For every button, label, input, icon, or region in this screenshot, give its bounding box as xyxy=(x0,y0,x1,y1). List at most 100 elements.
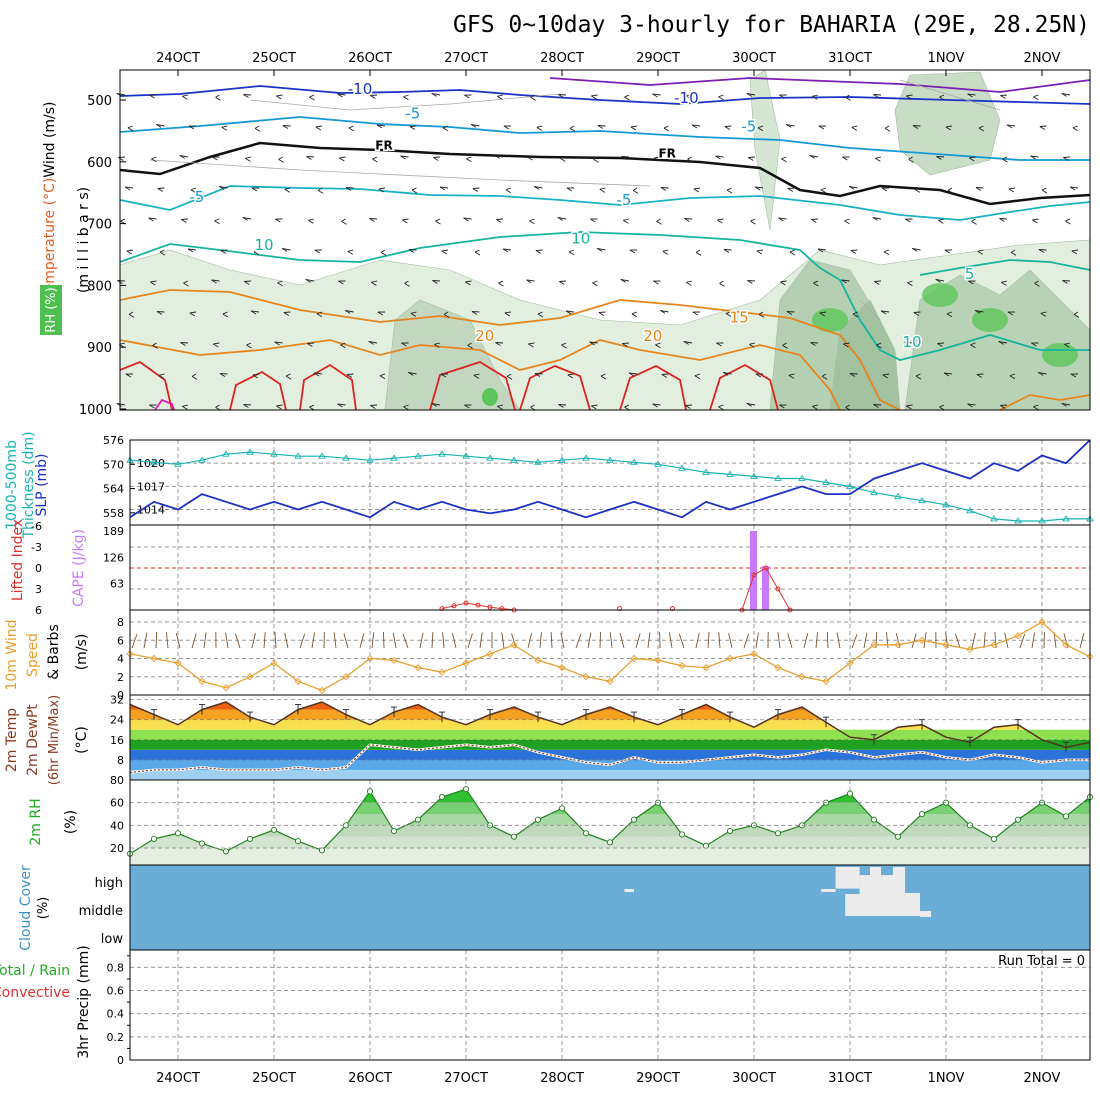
thickness-point xyxy=(798,474,806,481)
wind-barb xyxy=(243,94,249,98)
wind-barb xyxy=(655,342,661,346)
wind-barb xyxy=(668,632,673,649)
wind-barb xyxy=(628,372,638,375)
wind-barb xyxy=(467,344,473,349)
wind-barb xyxy=(443,313,450,318)
wind-barb xyxy=(346,373,354,375)
wind-barb xyxy=(812,95,818,100)
lifted-index-point xyxy=(439,606,445,612)
wind-barb xyxy=(782,342,787,346)
wind-barb xyxy=(685,404,693,406)
wind-barb xyxy=(165,632,169,649)
wind-barb xyxy=(219,185,228,189)
wind-barb xyxy=(994,632,997,649)
thickness-point xyxy=(918,496,926,504)
wind-barb xyxy=(567,373,575,376)
date-tick: 25OCT xyxy=(252,51,296,66)
wind-barb xyxy=(719,282,725,287)
temp-band xyxy=(130,729,1090,740)
wind-barb xyxy=(843,343,849,348)
wind-barb xyxy=(946,311,953,315)
wind-barb xyxy=(652,403,658,408)
thickness-point xyxy=(366,456,374,463)
date-tick: 1NOV xyxy=(928,51,965,66)
wind-speed-point xyxy=(558,663,566,672)
temperature-contour xyxy=(119,289,901,411)
wind-barb xyxy=(629,249,636,254)
wind-barb xyxy=(686,280,693,283)
wind-barb xyxy=(212,156,218,161)
wind-barb xyxy=(813,280,819,284)
thickness-point xyxy=(246,448,254,455)
wind-barb xyxy=(220,250,227,254)
wind-barb xyxy=(652,93,658,98)
wind-barb xyxy=(466,156,472,160)
wind-barb xyxy=(1001,280,1008,283)
cloud-cell xyxy=(880,893,920,916)
wind-barb xyxy=(660,187,667,191)
wind-barb xyxy=(663,127,670,132)
rh-shade xyxy=(922,283,958,307)
wind-barb xyxy=(882,374,889,379)
wind-barb xyxy=(340,344,346,349)
wind-barb xyxy=(756,250,763,255)
wind-barb xyxy=(631,313,638,318)
wind-barb xyxy=(750,220,756,225)
lifted-index-point xyxy=(751,572,757,578)
wind-speed-point xyxy=(486,650,494,658)
wind-barb xyxy=(403,406,409,411)
wind-speed-point xyxy=(630,654,638,663)
wind-barb xyxy=(143,632,148,649)
wind-speed-point xyxy=(534,656,542,664)
wind-barb xyxy=(506,373,512,377)
wind-barb xyxy=(1061,92,1071,96)
wind-barb xyxy=(694,373,701,377)
wind-barb xyxy=(419,632,424,649)
wind-barb xyxy=(826,632,829,649)
date-tick: 30OCT xyxy=(732,1071,776,1086)
wind-barb xyxy=(467,342,472,346)
wind-barb xyxy=(315,125,323,128)
wind-barb xyxy=(726,189,733,194)
wind-barb xyxy=(718,94,724,98)
wind-tick: 6 xyxy=(117,634,124,647)
wind-barb xyxy=(498,280,504,284)
wind-barb xyxy=(242,216,252,220)
wind-barb xyxy=(370,405,376,409)
thickness-point xyxy=(390,454,398,461)
wind-barb xyxy=(496,218,504,220)
wind-barb xyxy=(118,156,126,158)
wind-barb xyxy=(1032,219,1038,224)
wind-barb xyxy=(494,154,504,158)
wind-barb xyxy=(718,404,724,408)
wind-barb xyxy=(378,188,385,193)
wind-barb xyxy=(693,187,701,190)
thickness-point xyxy=(966,506,974,514)
wind-barb xyxy=(213,343,219,348)
wind-barb xyxy=(537,313,544,318)
wind-barb xyxy=(283,312,290,316)
date-tick: 28OCT xyxy=(540,1071,584,1086)
wind-barb xyxy=(685,405,691,409)
temp-band xyxy=(130,769,1090,780)
wind-barb xyxy=(282,125,289,129)
wind-barb xyxy=(569,127,576,132)
wind-speed-point xyxy=(222,684,230,692)
wind-barb xyxy=(278,158,284,163)
cloud-level-high: high xyxy=(95,876,123,891)
thickness-point xyxy=(462,452,470,459)
wind-barb xyxy=(628,372,635,377)
wind-barb xyxy=(1041,187,1047,191)
contour-label: FR xyxy=(658,146,675,160)
wind-barb xyxy=(872,217,878,221)
lifted-index-tick: 6 xyxy=(35,604,42,617)
wind-barb xyxy=(157,187,165,189)
contour-label: 10 xyxy=(902,333,921,351)
wind-barb xyxy=(812,405,818,410)
pressure-tick: 700 xyxy=(87,218,112,233)
wind-barb xyxy=(663,125,669,129)
wind-barb xyxy=(779,404,785,409)
wind-barb xyxy=(809,155,815,159)
wind-barb xyxy=(377,311,384,316)
wind-barb xyxy=(315,126,322,131)
